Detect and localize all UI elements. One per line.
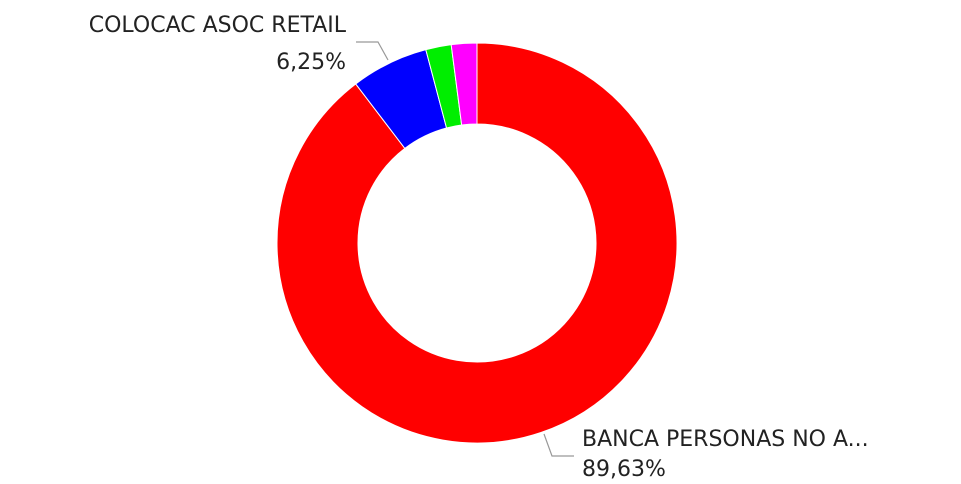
slice-label-banca-personas: BANCA PERSONAS NO A...	[582, 427, 869, 452]
slices-group	[276, 42, 678, 444]
slice-value-colocac-asoc-retail: 6,25%	[276, 50, 346, 75]
donut-slice-0	[276, 42, 678, 444]
slice-value-banca-personas: 89,63%	[582, 457, 666, 482]
donut-slice-3	[450, 42, 478, 126]
slice-label-colocac-asoc-retail: COLOCAC ASOC RETAIL	[89, 13, 347, 38]
leader-line-banca-personas	[543, 433, 574, 457]
leader-line-colocac-asoc-retail	[356, 41, 389, 61]
leader-lines-group	[356, 41, 574, 457]
